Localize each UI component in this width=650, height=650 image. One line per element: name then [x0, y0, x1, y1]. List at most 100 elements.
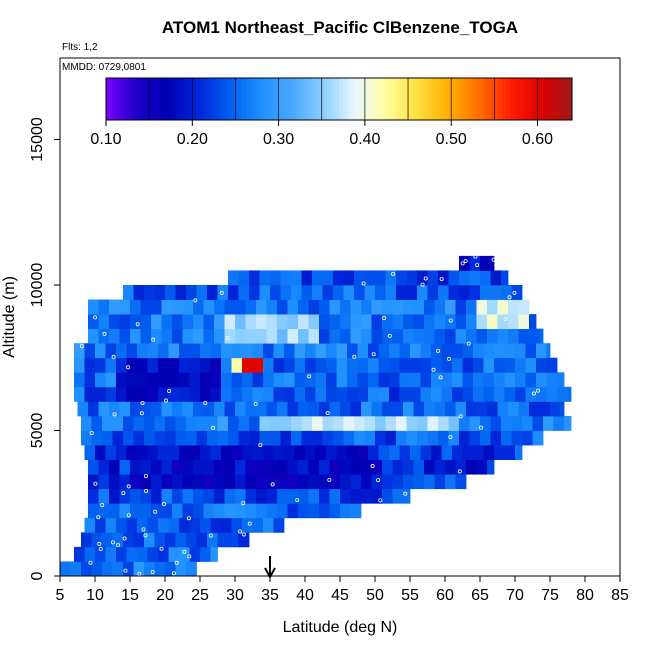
heatmap-cell — [403, 459, 414, 475]
heatmap-cell — [179, 357, 190, 373]
heatmap-cell — [406, 415, 418, 431]
heatmap-cell — [109, 299, 120, 315]
heatmap-cell — [165, 561, 176, 577]
heatmap-cell — [333, 270, 344, 286]
sample-point — [371, 352, 376, 357]
arrow-marker-head — [264, 567, 276, 580]
heatmap-cell — [84, 386, 96, 402]
heatmap-cell — [448, 430, 460, 446]
heatmap-cell — [210, 445, 222, 460]
colorbar-segment — [168, 78, 173, 120]
colorbar-segment — [206, 78, 212, 120]
colorbar-segment — [350, 78, 356, 120]
sample-point — [153, 509, 158, 514]
heatmap-cell — [231, 386, 243, 402]
colorbar-segment — [505, 78, 511, 120]
heatmap-cell — [424, 314, 435, 330]
heatmap-cell — [438, 270, 449, 286]
heatmap-cell — [357, 445, 369, 460]
colorbar-segment — [191, 78, 196, 120]
heatmap-cell — [175, 561, 187, 577]
heatmap-cell — [557, 372, 565, 388]
heatmap-cell — [102, 415, 113, 431]
colorbar-segment — [199, 78, 204, 120]
heatmap-cell — [133, 430, 145, 446]
heatmap-cell — [508, 328, 519, 344]
heatmap-cell — [242, 386, 253, 402]
colorbar-segment — [214, 78, 220, 120]
sample-point — [491, 257, 496, 262]
heatmap-cell — [539, 328, 544, 344]
x-tick-label: 85 — [611, 587, 629, 604]
heatmap-cell — [403, 401, 414, 417]
heatmap-cell — [77, 401, 89, 417]
heatmap-cell — [130, 401, 141, 417]
heatmap-cell — [389, 357, 400, 373]
heatmap-cell — [224, 503, 236, 519]
heatmap-cell — [154, 415, 166, 431]
heatmap-cell — [403, 299, 414, 315]
heatmap-cell — [480, 255, 491, 271]
heatmap-cell — [266, 503, 278, 519]
heatmap-cell — [354, 430, 365, 446]
heatmap-cell — [336, 372, 348, 388]
heatmap-cell — [168, 445, 180, 460]
heatmap-cell — [277, 299, 288, 315]
sample-point — [447, 356, 452, 361]
y-axis-label: Altitude (m) — [1, 276, 18, 358]
heatmap-cell — [280, 430, 292, 446]
heatmap-cell — [536, 357, 547, 373]
heatmap-cell — [476, 459, 488, 475]
heatmap-cell — [511, 415, 523, 431]
heatmap-cell — [403, 488, 411, 504]
heatmap-cell — [137, 386, 148, 402]
heatmap-cell — [378, 357, 390, 373]
colorbar-segment — [187, 78, 192, 120]
heatmap-cell — [221, 343, 232, 359]
heatmap-cell — [249, 430, 260, 446]
heatmap-cell — [112, 561, 124, 577]
heatmap-cell — [399, 445, 411, 460]
heatmap-cell — [434, 474, 446, 490]
heatmap-cell — [158, 357, 169, 373]
heatmap-cell — [137, 372, 148, 388]
heatmap-cell — [347, 372, 358, 388]
heatmap-cell — [210, 517, 222, 533]
heatmap-cell — [382, 401, 393, 417]
heatmap-cell — [158, 445, 169, 460]
heatmap-cell — [413, 299, 425, 315]
heatmap-cell — [210, 357, 222, 373]
heatmap-cell — [298, 474, 309, 490]
heatmap-cell — [413, 328, 425, 344]
heatmap-cell — [287, 401, 299, 417]
heatmap-cell — [221, 517, 232, 533]
heatmap-cell — [473, 343, 484, 359]
heatmap-cell — [511, 284, 523, 300]
heatmap-cell — [105, 546, 117, 562]
heatmap-cell — [546, 357, 558, 373]
x-tick-label: 50 — [366, 587, 384, 604]
heatmap-cell — [179, 445, 190, 460]
sample-point — [241, 501, 246, 506]
heatmap-cell — [249, 415, 260, 431]
heatmap-cell — [368, 343, 379, 359]
heatmap-cell — [329, 299, 341, 315]
heatmap-cell — [200, 372, 211, 388]
heatmap-cell — [284, 357, 295, 373]
heatmap-cell — [525, 386, 537, 402]
heatmap-cell — [119, 503, 131, 519]
heatmap-cell — [532, 415, 544, 431]
heatmap-cell — [350, 459, 362, 475]
heatmap-cell — [410, 386, 421, 402]
heatmap-cell — [508, 401, 519, 417]
heatmap-cell — [315, 372, 327, 388]
heatmap-cell — [245, 503, 257, 519]
sample-point — [431, 367, 436, 372]
colorbar-tick-label: 0.20 — [177, 131, 208, 148]
colorbar-segment — [175, 78, 181, 120]
heatmap-cell — [448, 270, 460, 286]
heatmap-cell — [329, 503, 341, 519]
heatmap-cell — [406, 270, 418, 286]
heatmap-cell — [308, 314, 320, 330]
heatmap-cell — [350, 299, 362, 315]
